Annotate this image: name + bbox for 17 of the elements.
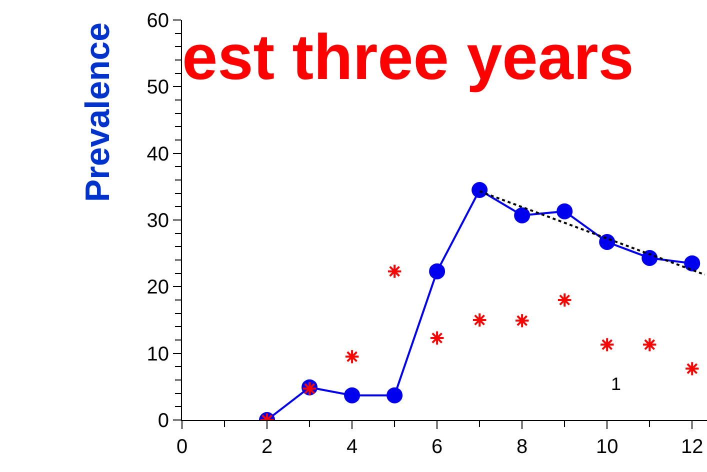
- y-tick-label: 60: [146, 10, 169, 32]
- y-tick-label: 50: [146, 76, 169, 99]
- x-tick-label: 12: [680, 436, 704, 458]
- chart-title: est three years: [182, 21, 634, 94]
- x-tick-label: 10: [596, 436, 618, 458]
- annotation: 1: [611, 374, 622, 394]
- y-tick-label: 40: [146, 143, 169, 166]
- x-tick-label: 8: [516, 436, 528, 458]
- x-tick-label: 0: [176, 436, 188, 458]
- x-tick-label: 4: [346, 436, 358, 458]
- y-tick-label: 10: [146, 343, 169, 366]
- y-tick-label: 20: [146, 276, 169, 299]
- y-tick-label: 30: [146, 210, 169, 232]
- y-tick-label: 0: [158, 410, 169, 432]
- y-axis-title: Prevalence: [79, 22, 117, 202]
- x-tick-label: 2: [261, 436, 273, 458]
- x-tick-label: 6: [431, 436, 443, 458]
